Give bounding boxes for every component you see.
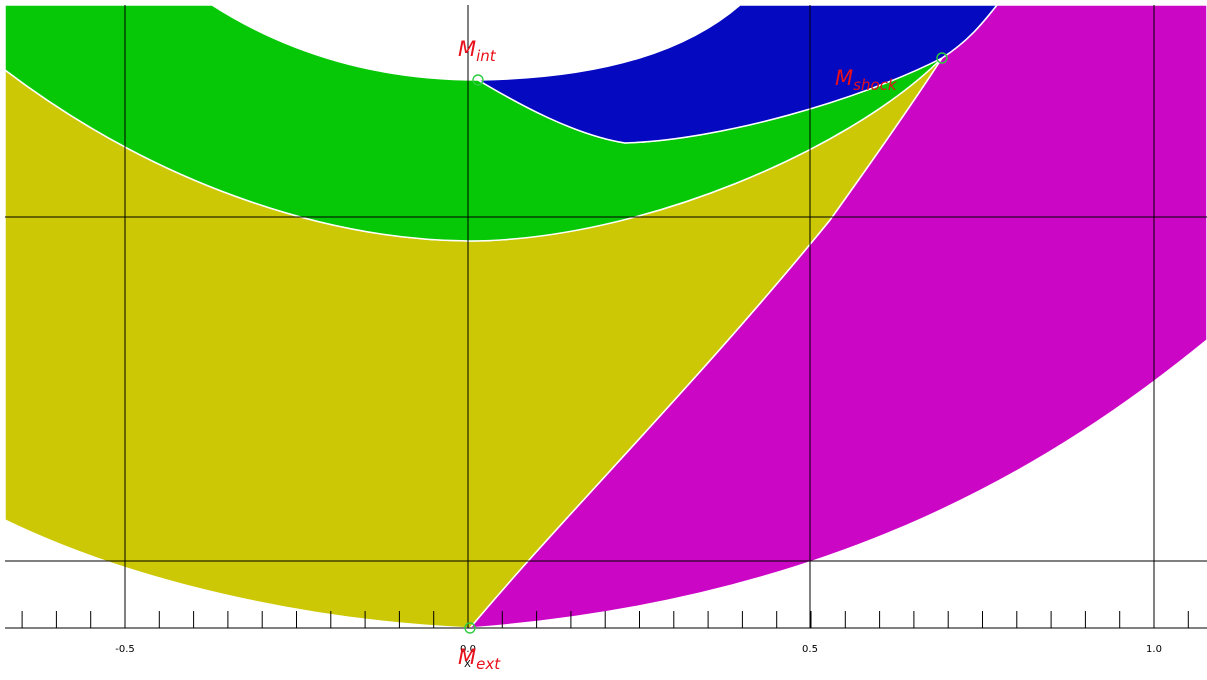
- region-blue: [475, 4, 999, 144]
- point-label-ext-main: M: [458, 645, 476, 669]
- point-marker-shock: [936, 52, 948, 64]
- marked-points: Mint Mshock Mext: [458, 37, 948, 673]
- x-axis-tick-label: 1.0: [1146, 644, 1162, 655]
- x-axis-ticks: [21, 611, 1189, 628]
- x-axis: -0.5 0.0 0.5 1.0 X: [5, 611, 1207, 670]
- point-label-shock-sub: shock: [853, 76, 898, 94]
- point-marker-ext: [464, 622, 476, 634]
- point-label-int-sub: int: [476, 47, 497, 65]
- point-label-shock-main: M: [835, 66, 853, 90]
- x-axis-tick-label: -0.5: [115, 644, 135, 655]
- point-label-int: Mint: [458, 37, 497, 65]
- x-axis-tick-label: 0.0: [460, 644, 476, 655]
- x-axis-tick-labels: -0.5 0.0 0.5 1.0: [115, 644, 1162, 655]
- point-label-int-main: M: [458, 37, 476, 61]
- grid: [5, 5, 1207, 628]
- point-marker-int: [472, 74, 484, 86]
- point-label-ext-sub: ext: [476, 655, 501, 673]
- point-label-shock: Mshock: [835, 66, 898, 94]
- axis-origin-marker: X: [464, 659, 471, 670]
- point-label-ext: Mext: [458, 645, 501, 673]
- x-axis-tick-label: 0.5: [802, 644, 818, 655]
